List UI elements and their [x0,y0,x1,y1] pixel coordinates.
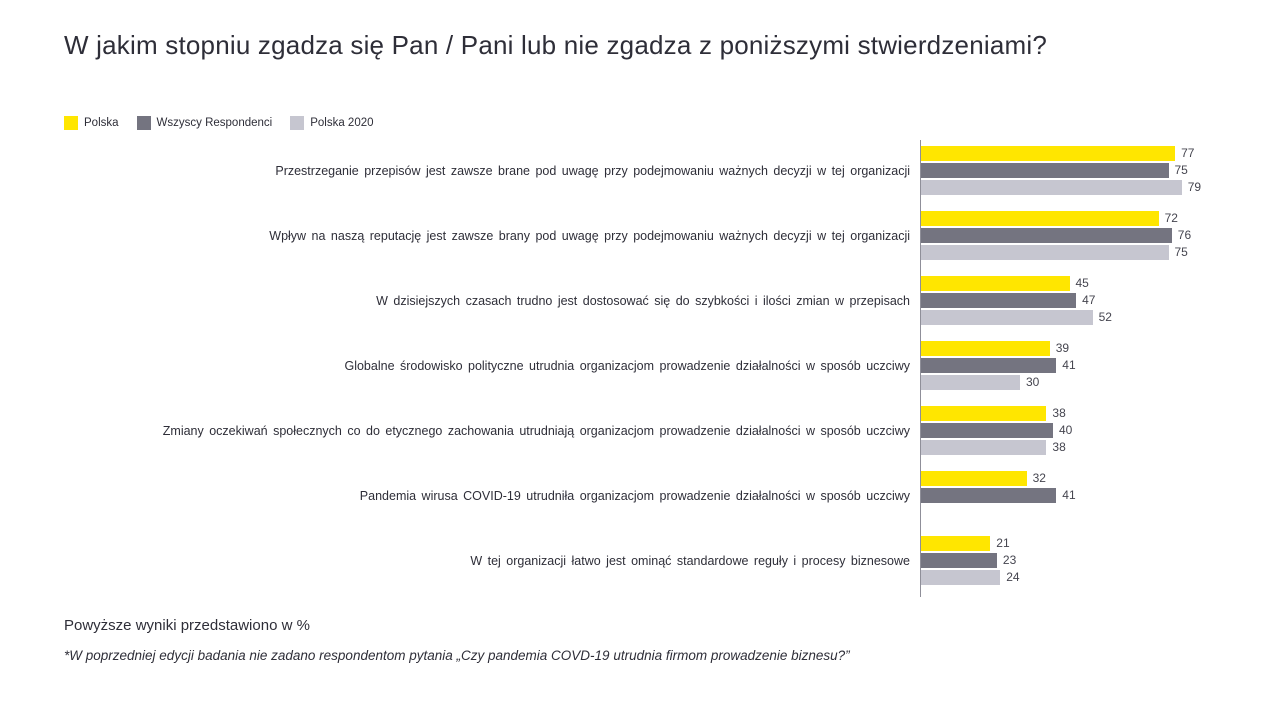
bar-value: 23 [1002,553,1017,567]
bar-wszyscy-respondenci [921,293,1077,308]
bar-value: 75 [1174,163,1188,177]
chart-row: Globalne środowisko polityczne utrudnia … [64,341,1216,390]
bar-value: 41 [1062,358,1076,372]
chart-rows: Przestrzeganie przepisów jest zawsze bra… [64,146,1216,585]
legend-item: Polska 2020 [290,116,374,130]
bar-chart: Przestrzeganie przepisów jest zawsze bra… [64,140,1216,597]
bar-line: 21 [921,536,1020,551]
category-label: Globalne środowisko polityczne utrudnia … [344,358,910,373]
bar-value: 32 [1032,471,1046,485]
bar-wszyscy-respondenci [921,163,1169,178]
footnote: *W poprzedniej edycji badania nie zadano… [64,648,850,663]
legend-item: Wszyscy Respondenci [136,116,273,130]
legend-swatch [136,116,151,130]
bar-value: 40 [1059,423,1073,437]
bar-value: 38 [1052,440,1066,454]
bar-polska [921,406,1047,421]
bar-polska [921,471,1027,486]
bar-wszyscy-respondenci [921,358,1057,373]
chart-legend: Polska Wszyscy Respondenci Polska 2020 [64,116,1216,130]
bar-line: 38 [921,406,1072,421]
category-label: Wpływ na naszą reputację jest zawsze bra… [269,228,910,243]
axis-line [920,140,921,597]
bar-value: 39 [1055,341,1070,355]
results-note: Powyższe wyniki przedstawiono w % [64,617,310,634]
bar-line: 72 [921,211,1191,226]
bar-value: 41 [1062,488,1076,502]
chart-row: Pandemia wirusa COVID-19 utrudniła organ… [64,471,1216,520]
bar-group: 39 41 30 [920,341,1076,390]
bar-value: 75 [1174,245,1188,259]
bar-wszyscy-respondenci [921,488,1057,503]
bar-value: 47 [1082,293,1096,307]
chart-row: Przestrzeganie przepisów jest zawsze bra… [64,146,1216,195]
bar-value: 38 [1052,406,1066,420]
bar-line: 76 [921,228,1191,243]
bar-value: 21 [996,536,1010,550]
bar-polska [921,146,1176,161]
bar-line: 79 [921,180,1201,195]
bar-line: 30 [921,375,1076,390]
chart-row: Zmiany oczekiwań społecznych co do etycz… [64,406,1216,455]
chart-row: W tej organizacji łatwo jest ominąć stan… [64,536,1216,585]
bar-line: 40 [921,423,1072,438]
bar-line: 32 [921,471,1076,486]
bar-group: 72 76 75 [920,211,1191,260]
chart-row: Wpływ na naszą reputację jest zawsze bra… [64,211,1216,260]
bar-value: 72 [1164,211,1178,225]
legend-label: Wszyscy Respondenci [156,117,273,129]
bar-polska [921,211,1159,226]
category-label: Przestrzeganie przepisów jest zawsze bra… [275,163,910,178]
legend-label: Polska 2020 [310,117,374,129]
bar-line: 41 [921,488,1076,503]
bar-group: 77 75 79 [920,146,1201,195]
bar-line: 75 [921,245,1191,260]
legend-swatch [64,116,78,130]
bar-line: 52 [921,310,1112,325]
bar-wszyscy-respondenci [921,553,997,568]
bar-line: 41 [921,358,1076,373]
bar-polska [921,341,1050,356]
bar-value: 79 [1187,180,1202,194]
bar-value: 77 [1181,146,1195,160]
bar-group: 21 23 24 [920,536,1020,585]
bar-polska-2020 [921,180,1182,195]
bar-wszyscy-respondenci [921,423,1053,438]
bar-wszyscy-respondenci [921,228,1172,243]
bar-line: 45 [921,276,1112,291]
bar-line: 47 [921,293,1112,308]
bar-line: 77 [921,146,1201,161]
bar-value: 24 [1006,570,1020,584]
page-title: W jakim stopniu zgadza się Pan / Pani lu… [64,30,1047,60]
bar-group: 45 47 52 [920,276,1112,325]
bar-value: 52 [1098,310,1112,324]
chart-row: W dzisiejszych czasach trudno jest dosto… [64,276,1216,325]
bar-polska-2020 [921,375,1020,390]
bar-group: 32 41 [920,471,1076,520]
bar-line: 24 [921,570,1020,585]
bar-polska-2020 [921,310,1093,325]
category-label: W tej organizacji łatwo jest ominąć stan… [470,553,910,568]
bar-group: 38 40 38 [920,406,1072,455]
bar-line: 38 [921,440,1072,455]
category-label: Pandemia wirusa COVID-19 utrudniła organ… [359,488,910,503]
bar-value: 76 [1177,228,1192,242]
legend-item: Polska [64,116,119,130]
category-label: Zmiany oczekiwań społecznych co do etycz… [162,423,910,438]
bar-line: 39 [921,341,1076,356]
bar-line: 23 [921,553,1020,568]
bar-polska [921,536,991,551]
legend-label: Polska [84,117,119,129]
bar-polska [921,276,1070,291]
legend-swatch [290,116,305,130]
bar-line: 75 [921,163,1201,178]
bar-value: 30 [1026,375,1040,389]
category-label: W dzisiejszych czasach trudno jest dosto… [376,293,910,308]
bar-value: 45 [1075,276,1089,290]
bar-polska-2020 [921,245,1169,260]
bar-polska-2020 [921,440,1047,455]
bar-polska-2020 [921,570,1001,585]
